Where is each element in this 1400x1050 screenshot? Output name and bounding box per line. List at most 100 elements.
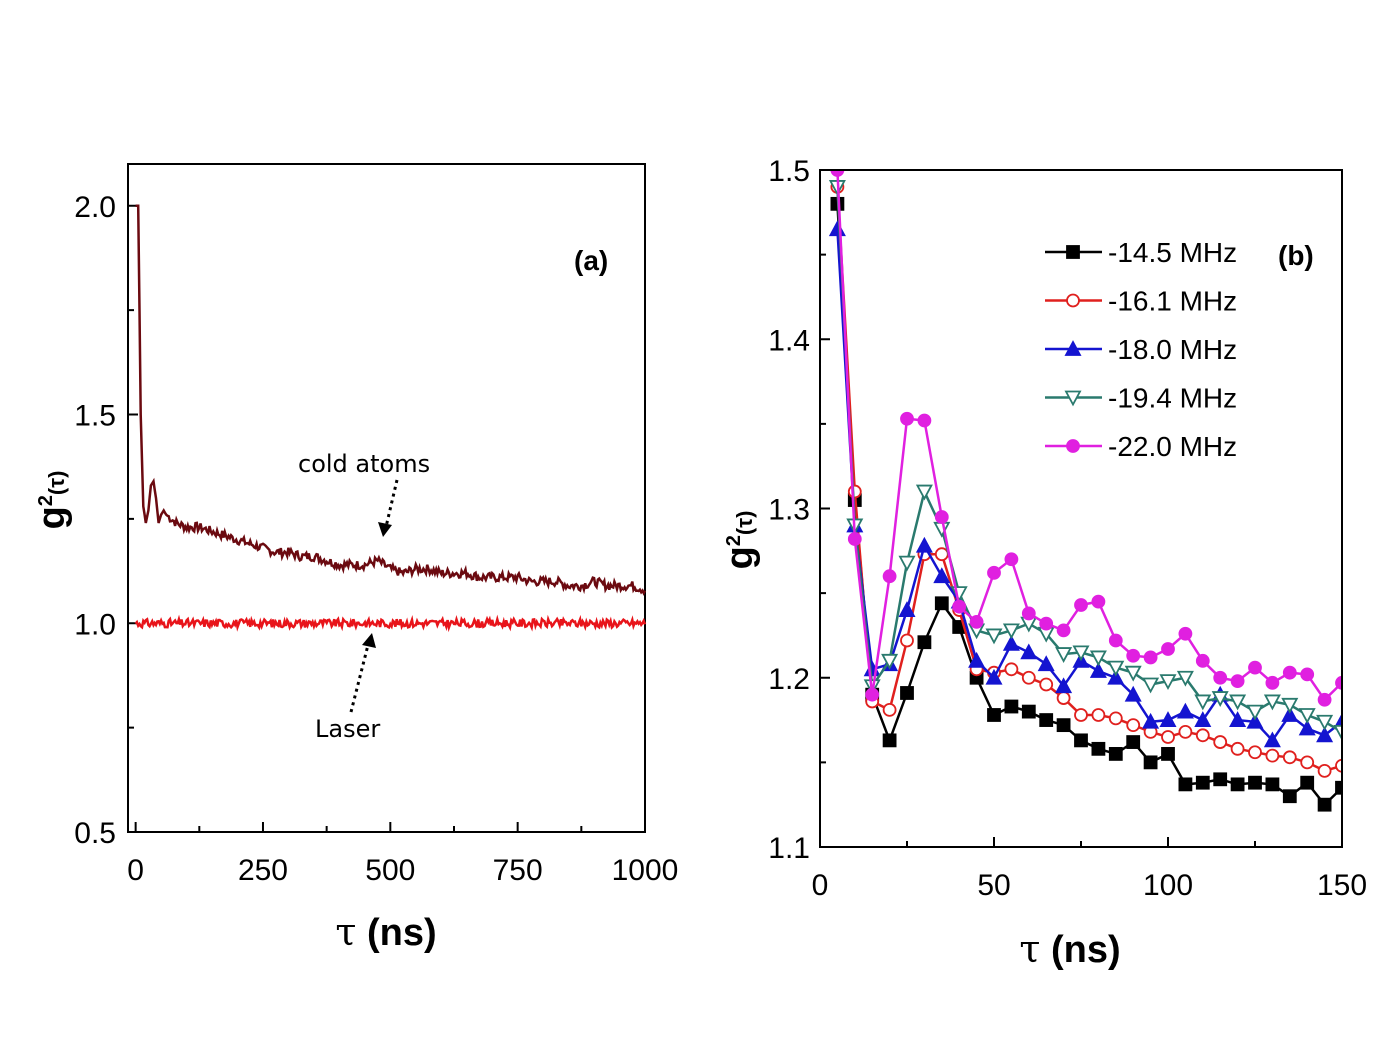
legend-label-14-5-mhz: -14.5 MHz [1108, 237, 1237, 268]
series-19-4-mhz-point [1089, 650, 1107, 667]
series-18-0-mhz-point [898, 601, 916, 617]
series-19-4-mhz-point [1159, 674, 1177, 691]
series-16-1-mhz-point [847, 484, 862, 499]
series-22-0-mhz-point [1317, 692, 1332, 707]
series-19-4-mhz-point [1298, 708, 1316, 724]
series-22-0-mhz-point [917, 413, 932, 428]
legend-marker-16-1-mhz [1066, 293, 1080, 308]
laser-arrow [349, 644, 370, 713]
series-19-4-mhz-point [1246, 704, 1264, 721]
cold-atoms-arrow [384, 479, 399, 528]
series-18-0-mhz-point [933, 567, 951, 584]
series-16-1-mhz-point [1265, 748, 1280, 763]
series-14-5-mhz-point [1161, 747, 1175, 761]
series-19-4-mhz-point [985, 628, 1003, 645]
series-22-0-mhz-point [1039, 616, 1054, 631]
series-14-5-mhz-point [1091, 741, 1106, 756]
series-14-5-mhz-point [1074, 733, 1088, 748]
series-22-0-mhz-point [934, 510, 949, 524]
series-16-1-mhz-point [1300, 755, 1315, 770]
panel-b-y-tick-label: 1.1 [768, 832, 810, 865]
series-22-0-mhz-point [1178, 626, 1193, 641]
series-19-4-mhz-line [836, 186, 1342, 733]
series-cold-atoms-line [135, 204, 647, 596]
panel-a-x-axis-symbol: τ [335, 910, 356, 954]
series-19-4-mhz-point [1176, 670, 1194, 687]
series-14-5-mhz-point [1282, 789, 1297, 804]
legend-label-16-1-mhz: -16.1 MHz [1108, 286, 1237, 317]
series-19-4-mhz-point [1072, 645, 1090, 662]
panel-b-y-axis-title: g2(τ) [719, 511, 761, 570]
series-16-1-mhz-point [1056, 691, 1071, 705]
panel-b-x-tick-label: 150 [1317, 869, 1367, 902]
series-14-5-mhz-point [934, 596, 949, 611]
panel-a-x-axis-title: τ (ns) [335, 910, 436, 954]
panel-a-y-tick-label: 2.0 [74, 191, 116, 224]
series-22-0-mhz-point [1143, 650, 1158, 665]
series-14-5-mhz-point [1143, 755, 1158, 770]
series-22-0-mhz-point [1248, 660, 1262, 675]
series-18-0-mhz-point [915, 536, 933, 553]
panel-b-x-axis-open-paren: ( [1040, 929, 1064, 971]
series-22-0-mhz-point [1056, 623, 1071, 638]
series-22-0-mhz-point [1004, 552, 1019, 567]
series-22-0-mhz-point [1195, 653, 1210, 668]
series-18-0-mhz-point [1002, 635, 1020, 651]
series-19-4-mhz-point [1229, 694, 1247, 711]
legend-label-22-0-mhz: -22.0 MHz [1108, 431, 1237, 462]
series-14-5-mhz-point [1021, 704, 1036, 719]
panel-a-x-tick-label: 1000 [612, 854, 679, 887]
series-16-1-mhz-point [1091, 708, 1106, 722]
series-16-1-mhz-point [1161, 730, 1175, 744]
series-19-4-mhz-point [881, 653, 899, 670]
series-18-0-mhz-point [1055, 677, 1073, 694]
series-22-0-mhz-point [1213, 670, 1228, 685]
series-18-0-mhz-point [1159, 711, 1177, 727]
legend-label-18-0-mhz: -18.0 MHz [1108, 334, 1237, 365]
series-22-0-mhz-point [987, 565, 1001, 580]
series-22-0-mhz-point [882, 569, 897, 584]
panel-b-y-tick-label: 1.5 [768, 155, 810, 188]
series-19-4-mhz-point [1124, 665, 1142, 682]
panel-b-y-tick-label: 1.4 [768, 324, 810, 357]
panel-a-label: (a) [574, 245, 608, 276]
panel-b-y-axis-base: g [719, 546, 761, 569]
series-14-5-mhz-point [1126, 735, 1141, 749]
panel-a-y-tick-label: 0.5 [74, 817, 116, 850]
series-18-0-mhz-point [1229, 711, 1247, 727]
series-22-0-mhz-line [836, 170, 1342, 702]
series-14-5-mhz-point [900, 686, 914, 700]
series-16-1-mhz-point [882, 703, 897, 717]
series-19-4-mhz-point [1316, 714, 1334, 731]
series-16-1-mhz-point [1335, 758, 1342, 773]
series-14-5-mhz-point [1248, 775, 1262, 790]
series-22-0-mhz-point [900, 411, 914, 426]
series-18-0-mhz-point [1124, 685, 1142, 702]
series-16-1-mhz-point [1213, 735, 1228, 749]
panel-a-y-axis-sup: 2 [35, 495, 57, 506]
panel-a-y-axis-title: g2(τ) [31, 471, 73, 530]
series-22-0-mhz-point [1074, 598, 1088, 612]
series-16-1-mhz-point [1021, 670, 1036, 685]
series-16-1-mhz-point [1074, 708, 1088, 722]
panel-a-x-tick-label: 0 [127, 854, 144, 887]
series-14-5-mhz-point [1039, 713, 1054, 727]
panel-b-x-axis-unit: ns [1064, 929, 1108, 971]
series-19-4-mhz-point [1211, 691, 1229, 707]
series-22-0-mhz-point [830, 170, 845, 177]
series-19-4-mhz-point [1142, 677, 1160, 694]
series-16-1-mhz-point [1178, 725, 1193, 739]
series-18-0-mhz-point [1142, 712, 1160, 729]
series-22-0-mhz-point [1300, 667, 1315, 682]
series-14-5-mhz-point [1265, 777, 1280, 792]
series-22-0-mhz-point [969, 614, 984, 629]
series-19-4-mhz-point [1333, 725, 1342, 741]
laser-arrowhead [362, 633, 376, 648]
series-14-5-mhz-point [1213, 772, 1228, 787]
series-14-5-mhz-point [882, 733, 897, 748]
series-16-1-mhz-point [1195, 728, 1210, 743]
panel-b-x-tick-label: 50 [977, 869, 1010, 902]
series-14-5-mhz-point [1317, 797, 1332, 812]
legend-marker-22-0-mhz [1066, 439, 1080, 453]
